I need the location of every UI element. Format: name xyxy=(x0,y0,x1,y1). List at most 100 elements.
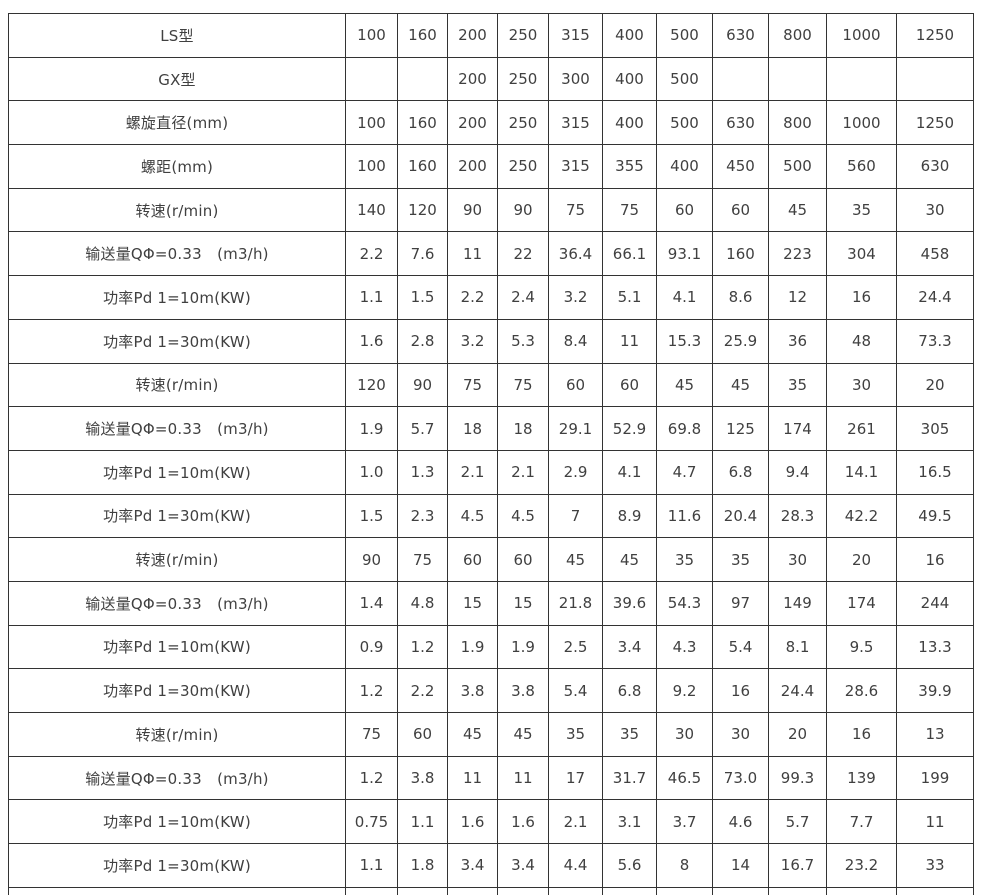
cell-value: 11 xyxy=(497,755,549,801)
cell-value: 45 xyxy=(768,187,827,233)
cell-value: 33 xyxy=(896,843,974,888)
cell-value: 250 xyxy=(497,56,549,102)
cell-value: 2.5 xyxy=(548,624,603,670)
cell-value: 120 xyxy=(397,187,448,233)
cell-value: 5.4 xyxy=(712,624,769,670)
cell-value: 174 xyxy=(826,580,897,626)
cell-value: 200 xyxy=(447,100,498,146)
cell-value: 304 xyxy=(826,231,897,277)
cell-value: 9.5 xyxy=(826,624,897,670)
cell-value: 16.5 xyxy=(896,449,974,495)
cell-value: 1.6 xyxy=(497,799,549,845)
cell-value: 49.5 xyxy=(896,493,974,539)
cell-value: 250 xyxy=(497,100,549,146)
cell-value: 60 xyxy=(602,362,657,408)
cell-value: 6.8 xyxy=(712,449,769,495)
row-label: 螺旋直径(mm) xyxy=(8,100,346,146)
cell-value: 1.8 xyxy=(397,843,448,888)
cell-value: 1.4 xyxy=(345,580,398,626)
cell-value: 5.1 xyxy=(602,275,657,320)
cell-value: 4.7 xyxy=(656,449,713,495)
cell-value: 16 xyxy=(896,537,974,582)
cell-value: 1.3 xyxy=(397,449,448,495)
cell-value: 11 xyxy=(447,231,498,277)
cell-value: 2.2 xyxy=(397,668,448,713)
table-row: 功率Pd 1=30m(KW) 1.1 1.8 3.4 3.4 4.4 5.6 8 14 16.7 2… xyxy=(8,843,974,888)
cell-value: 45 xyxy=(656,362,713,408)
cell-value: 355 xyxy=(602,144,657,189)
cell-value: 5.6 xyxy=(602,843,657,888)
cell-value: 1.0 xyxy=(345,449,398,495)
cell-value: 500 xyxy=(656,13,713,58)
table-row: 转速(r/min) 140 120 90 90 75 75 60 60 45 35 30 xyxy=(8,187,974,233)
cell-value: 99.3 xyxy=(768,755,827,801)
cell-value: 52.9 xyxy=(602,406,657,451)
cell-value: 2.4 xyxy=(497,275,549,320)
cell-value: 5.7 xyxy=(768,799,827,845)
cell-value: 16.7 xyxy=(768,843,827,888)
cell-value: 1.6 xyxy=(447,799,498,845)
cell-value: 100 xyxy=(345,144,398,189)
cell-value: 11 xyxy=(447,755,498,801)
cell-value: 20 xyxy=(896,362,974,408)
table-row: 输送量QΦ=0.33 (m3/h) 2.2 7.6 11 22 36.4 66.1 93.1 1… xyxy=(8,231,974,277)
cell-value: 90 xyxy=(447,187,498,233)
cell-value: 54.3 xyxy=(656,580,713,626)
cell-value: 300 xyxy=(548,56,603,102)
cell-value: 630 xyxy=(712,100,769,146)
cell-value: 5.4 xyxy=(548,668,603,713)
table-row: GX型 200 250 300 400 500 xyxy=(8,56,974,102)
cell-value: 30 xyxy=(656,712,713,757)
cell-value: 315 xyxy=(548,13,603,58)
cell-value: 400 xyxy=(656,144,713,189)
cell-value: 3.4 xyxy=(447,843,498,888)
spec-table-body: LS型 100 160 200 250 315 400 500 630 800 1000 1250 GX… xyxy=(8,13,974,895)
cell-value: 2.1 xyxy=(548,799,603,845)
cell-value: 4.4 xyxy=(548,843,603,888)
cell-value: 0.75 xyxy=(345,799,398,845)
cell-value: 18 xyxy=(497,406,549,451)
row-label: 转速(r/min) xyxy=(8,187,346,233)
cell-value: 261 xyxy=(826,406,897,451)
cell-value: 250 xyxy=(497,13,549,58)
cell-value: 75 xyxy=(548,187,603,233)
cell-value: 630 xyxy=(896,144,974,189)
cell-value: 100 xyxy=(345,13,398,58)
cell-empty xyxy=(548,886,603,895)
cell-value: 4.8 xyxy=(397,580,448,626)
cell-empty xyxy=(345,886,398,895)
cell-value: 60 xyxy=(656,187,713,233)
cell-value: 25.9 xyxy=(712,318,769,364)
cell-value: 35 xyxy=(712,537,769,582)
cell-value: 244 xyxy=(896,580,974,626)
cell-empty xyxy=(712,886,769,895)
cell-value: 1250 xyxy=(896,100,974,146)
cell-value: 3.2 xyxy=(447,318,498,364)
cell-value: 75 xyxy=(397,537,448,582)
cell-value: 90 xyxy=(345,537,398,582)
cell-value: 3.8 xyxy=(397,755,448,801)
cell-value: 60 xyxy=(397,712,448,757)
cell-empty xyxy=(656,886,713,895)
cell-value: 8 xyxy=(656,843,713,888)
cell-value: 45 xyxy=(497,712,549,757)
table-row: 功率Pd 1=10m(KW) 1.1 1.5 2.2 2.4 3.2 5.1 4.1 8.6 12… xyxy=(8,275,974,320)
table-row: 功率Pd 1=10m(KW) 1.0 1.3 2.1 2.1 2.9 4.1 4.7 6.8 9.… xyxy=(8,449,974,495)
cell-value: 21.8 xyxy=(548,580,603,626)
row-label: 输送量QΦ=0.33 (m3/h) xyxy=(8,406,346,451)
cell-value: 29.1 xyxy=(548,406,603,451)
cell-value: 93.1 xyxy=(656,231,713,277)
cell-value: 69.8 xyxy=(656,406,713,451)
cell-value: 90 xyxy=(497,187,549,233)
cell-value: 1000 xyxy=(826,13,897,58)
row-label: 转速(r/min) xyxy=(8,712,346,757)
cell-value: 2.1 xyxy=(447,449,498,495)
partial-row-cutoff xyxy=(8,886,974,895)
cell-value: 66.1 xyxy=(602,231,657,277)
cell-value: 4.5 xyxy=(497,493,549,539)
table-row: 螺距(mm) 100 160 200 250 315 355 400 450 500 560 630 xyxy=(8,144,974,189)
cell-value: 42.2 xyxy=(826,493,897,539)
cell-value: 315 xyxy=(548,144,603,189)
cell-value: 1.9 xyxy=(447,624,498,670)
cell-value: 400 xyxy=(602,13,657,58)
